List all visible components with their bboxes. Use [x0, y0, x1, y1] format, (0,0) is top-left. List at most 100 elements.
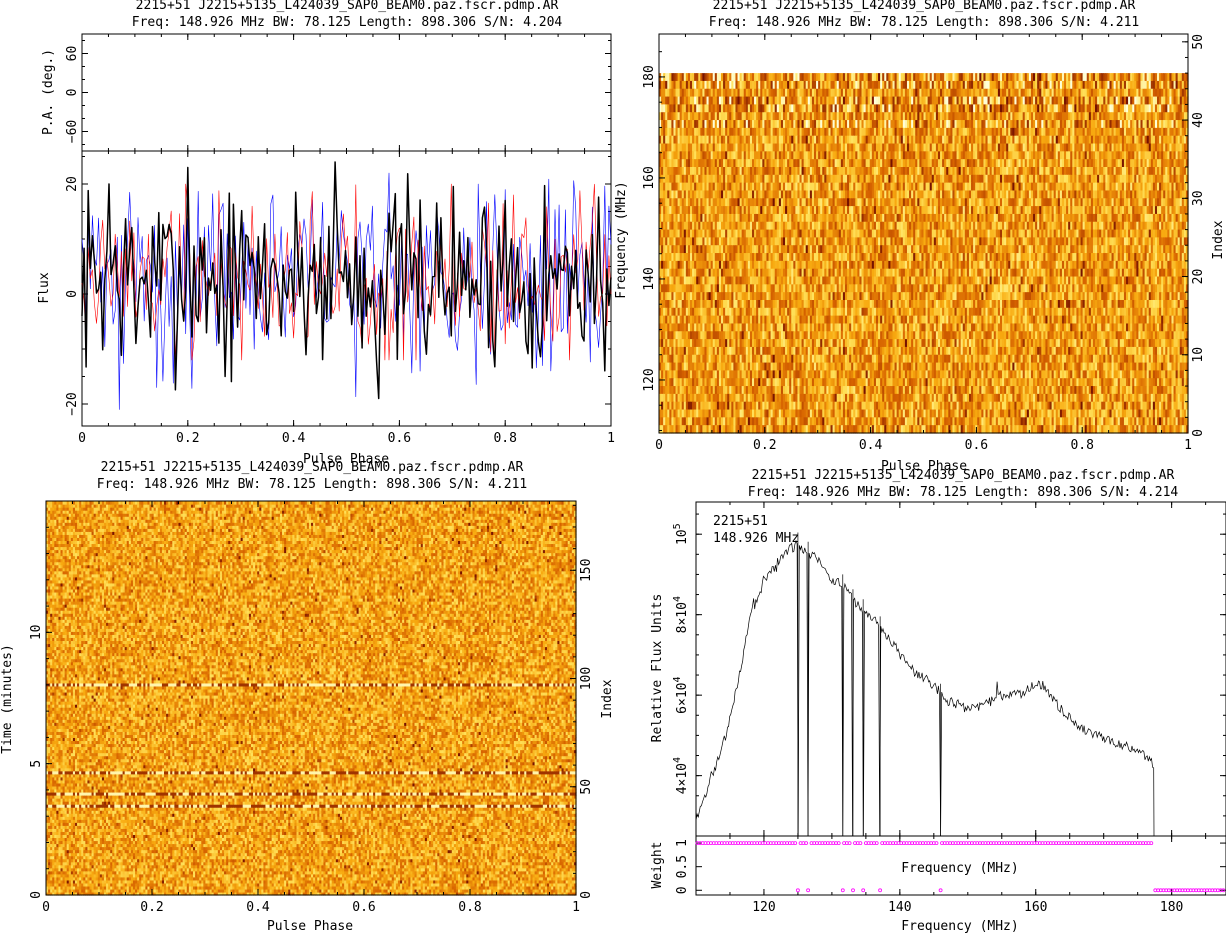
phase-freq-channel-row [659, 370, 1189, 379]
phase-freq-channel-row [659, 88, 1189, 98]
phase-time-subint-row [46, 570, 577, 575]
phase-time-subint-row [46, 873, 577, 878]
phase-freq-channel-row [659, 292, 1189, 301]
phase-freq-index-ytick-label: 0 [1191, 429, 1206, 437]
phase-time-subint-row [46, 582, 577, 587]
phase-freq-channel-row [659, 323, 1189, 332]
phase-time-xtick-label: 0.6 [352, 900, 375, 915]
phase-time-subint-row [46, 782, 577, 787]
weight-xtick-label: 160 [1024, 900, 1047, 915]
phase-freq-channel-row [659, 96, 1189, 106]
phase-time-index-ytick-label: 150 [579, 559, 594, 582]
phase-time-subint-row [46, 682, 577, 687]
phase-freq-ytick-label: 120 [642, 368, 657, 391]
weight-point [934, 841, 939, 845]
phase-time-subint-row [46, 813, 577, 817]
phase-freq-channel-row [659, 425, 1189, 434]
phase-time-ylabel: Time (minutes) [0, 644, 15, 754]
phase-time-subint-row [46, 773, 577, 778]
phase-freq-channel-row [659, 253, 1189, 262]
weight-point-zero [806, 888, 810, 893]
phase-time-subint-row [46, 507, 577, 511]
weight-point [793, 841, 798, 845]
phase-time-subint-row [46, 864, 577, 869]
phase-time-subint-row [46, 843, 577, 848]
phase-time-ytick-label: 0 [29, 891, 44, 899]
phase-time-subint-row [46, 691, 577, 696]
phase-freq-channel-row [659, 315, 1189, 325]
phase-time-subint-row [46, 858, 577, 863]
phase-time-subint-row [46, 822, 577, 826]
phase-time-subint-row [46, 688, 577, 693]
phase-time-subint-row [46, 879, 577, 884]
phase-freq-channel-row [659, 198, 1189, 207]
phase-time-subint-row [46, 807, 577, 811]
weight-point [874, 841, 879, 845]
bandpass-frame [695, 501, 1226, 837]
bandpass-title-line2: Freq: 148.926 MHz BW: 78.125 Length: 898… [748, 485, 1179, 500]
phase-time-subint-row [46, 794, 577, 799]
flux-series-line-2 [81, 172, 612, 410]
phase-time-xtick-label: 0 [42, 900, 50, 915]
phase-time-subint-row [46, 746, 577, 751]
phase-time-subint-row [46, 625, 577, 629]
phase-time-subint-row [46, 646, 577, 651]
weight-points [695, 841, 1226, 893]
bandpass-ytick-label: 8×104 [672, 596, 690, 633]
bandpass-ytick-label: 105 [672, 523, 690, 545]
phase-time-subint-row [46, 788, 577, 793]
phase-freq-channel-row [659, 159, 1189, 168]
phase-freq-channel-row [659, 417, 1189, 426]
phase-freq-channel-row [659, 190, 1189, 199]
bandpass-ylabel: Relative Flux Units [650, 594, 665, 743]
phase-freq-xtick-label: 0.2 [753, 438, 776, 453]
phase-time-subint-row [46, 861, 577, 866]
bandpass-annotation-source: 2215+51 [713, 514, 768, 529]
phase-time-subint-row [46, 637, 577, 642]
phase-time-subint-row [46, 552, 577, 557]
phase-time-subint-row [46, 558, 577, 563]
phase-time-subint-row [46, 776, 577, 781]
phase-time-subint-row [46, 891, 577, 896]
phase-freq-channel-row [659, 339, 1189, 348]
phase-freq-xtick-label: 0 [655, 438, 663, 453]
phase-time-subint-row [46, 888, 577, 893]
phase-time-subint-row [46, 634, 577, 638]
phase-time-subint-row [46, 616, 577, 620]
flux-series-line-1 [81, 183, 612, 361]
flux-lines [81, 161, 612, 410]
phase-time-subint-row [46, 740, 577, 745]
phase-time-subint-row [46, 719, 577, 723]
bandpass-title-line1: 2215+51 J2215+5135_L424039_SAP0_BEAM0.pa… [752, 468, 1175, 483]
phase-time-subint-row [46, 555, 577, 560]
weight-point-zero [861, 888, 866, 893]
weight-point [836, 841, 841, 845]
phase-time-y2label: Index [600, 679, 615, 718]
bandpass-lines [695, 532, 1155, 837]
pa-frame [81, 33, 612, 152]
bandpass-ytick-label: 4×104 [672, 757, 690, 794]
phase-freq-title-line1: 2215+51 J2215+5135_L424039_SAP0_BEAM0.pa… [713, 0, 1136, 13]
pa-profile-title-line2: Freq: 148.926 MHz BW: 78.125 Length: 898… [132, 15, 563, 30]
phase-time-subint-row [46, 870, 577, 875]
phase-time-subint-row [46, 707, 577, 711]
phase-time-subint-row [46, 804, 577, 808]
bandpass-ytick-label: 6×104 [672, 676, 690, 713]
phase-time-subint-row [46, 643, 577, 648]
phase-time-ytick-label: 5 [29, 760, 44, 768]
phase-time-subint-row [46, 652, 577, 657]
phase-time-subint-row [46, 679, 577, 684]
phase-time-subint-row [46, 698, 577, 702]
phase-freq-channel-row [659, 143, 1189, 152]
phase-time-xtick-label: 0.4 [246, 900, 270, 915]
phase-time-subint-row [46, 516, 577, 520]
weight-point-zero [851, 888, 855, 893]
phase-time-subint-row [46, 725, 577, 729]
phase-time-subint-row [46, 613, 577, 617]
flux-axes: 0 0.2 0.4 0.6 0.8 1 −20 0 20 [65, 150, 615, 446]
phase-freq-channel-row [659, 213, 1189, 223]
phase-time-index-ytick-label: 50 [579, 779, 594, 795]
flux-xtick-label: 0.8 [493, 431, 516, 446]
pa-axes: −60 0 60 [65, 33, 612, 152]
